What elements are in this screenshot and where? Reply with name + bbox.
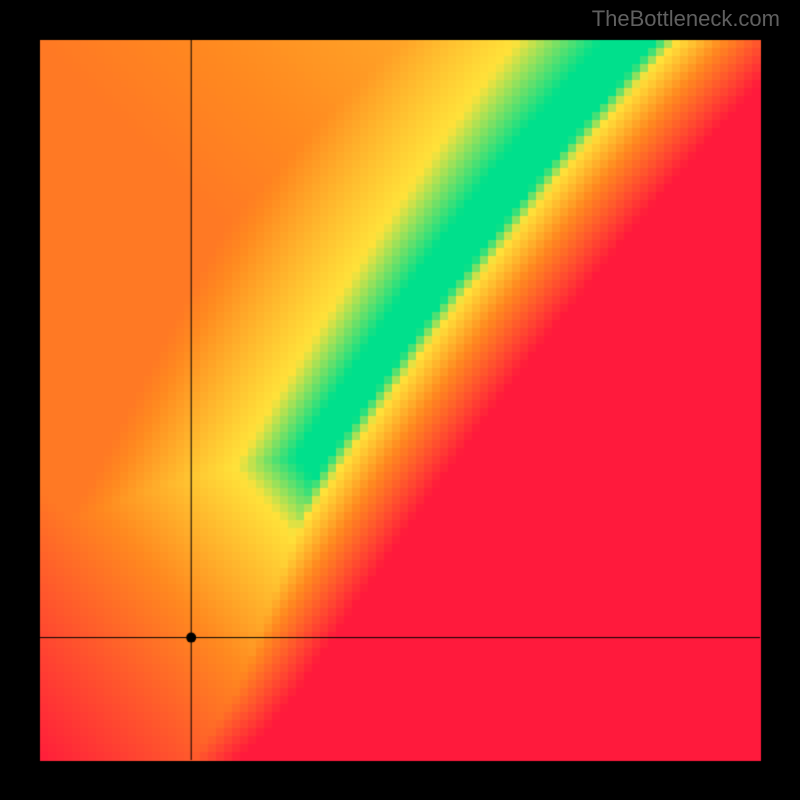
bottleneck-heatmap <box>0 0 800 800</box>
watermark-text: TheBottleneck.com <box>592 6 780 32</box>
chart-frame: { "watermark": { "text": "TheBottleneck.… <box>0 0 800 800</box>
